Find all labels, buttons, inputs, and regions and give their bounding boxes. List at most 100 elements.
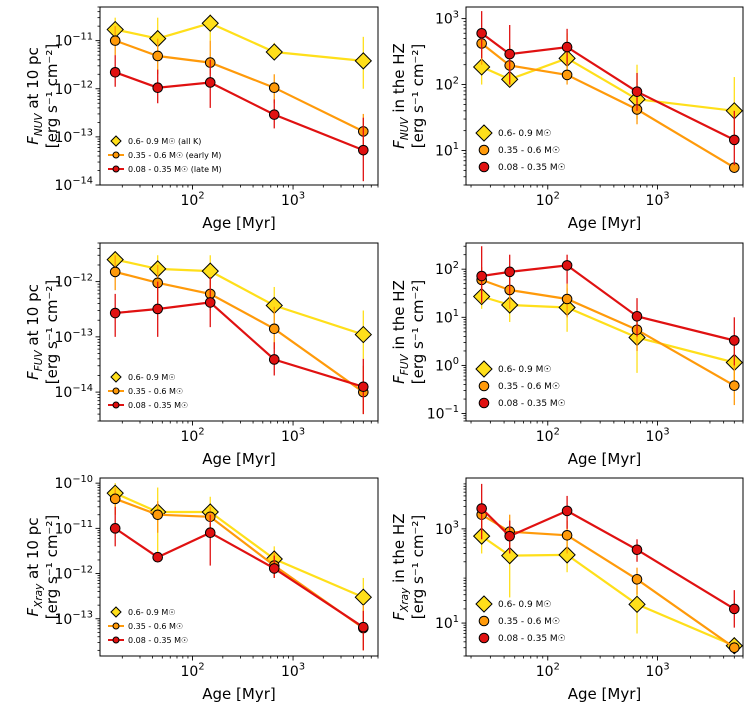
legend-item: 0.35 - 0.6 M☉ (478, 380, 560, 392)
data-point-circle (631, 544, 643, 556)
legend-marker-circle (112, 387, 120, 395)
legend-item: 0.6- 0.9 M☉ (110, 371, 176, 383)
data-point-diamond (472, 58, 491, 76)
y-tick-label: 101 (435, 308, 459, 326)
data-point-circle (358, 381, 369, 393)
x-tick-label: 102 (536, 662, 560, 680)
plot-frame (99, 477, 379, 657)
data-point-circle (631, 86, 643, 97)
y-axis: 101 103 (435, 483, 466, 657)
x-tick-label: 102 (536, 191, 560, 209)
legend-marker-circle (478, 632, 490, 644)
data-point-circle (729, 134, 740, 146)
y-tick-label: 10−14 (54, 176, 93, 194)
legend-label: 0.08 - 0.35 M☉ (498, 399, 566, 409)
y-tick-label: 10−14 (54, 383, 93, 401)
data-point-circle (152, 303, 163, 315)
y-tick-label: 10−1 (427, 404, 459, 422)
x-tick-label: 103 (646, 191, 670, 209)
data-point-circle (729, 603, 740, 615)
legend: 0.6- 0.9 M☉ (all K) 0.35 - 0.6 M☉ (early … (108, 135, 222, 174)
data-point-circle (729, 380, 740, 391)
x-axis: 102 103 (470, 656, 744, 680)
data-point-circle (268, 109, 280, 120)
data-point-circle (561, 260, 573, 271)
legend-marker-circle (478, 380, 490, 392)
data-point-diamond (500, 546, 519, 565)
y-tick-label: 10−12 (54, 79, 93, 97)
data-point-circle (561, 293, 573, 305)
data-point-diamond (354, 52, 373, 70)
data-point-circle (631, 310, 643, 322)
data-point-circle (358, 144, 369, 156)
x-axis-label: Age [Myr] (202, 450, 275, 468)
data-point-circle (109, 66, 121, 78)
plot-frame (99, 6, 379, 186)
legend-item: 0.6- 0.9 M☉ (475, 595, 551, 613)
panel-fuv-10pc: 102 103 10−14 10−13 10−12 Age [Myr] FFUV at 10… (24, 242, 379, 468)
x-axis: 102 103 (470, 185, 744, 209)
y-axis-label: FNUV in the HZ (390, 43, 411, 149)
legend-item: 0.08 - 0.35 M☉ (478, 632, 566, 644)
plot-area (466, 7, 743, 185)
legend-marker-circle (112, 401, 120, 409)
legend-label: 0.08 - 0.35 M☉ (498, 163, 566, 173)
y-tick-label: 10−13 (54, 609, 93, 627)
plot-area (466, 478, 743, 656)
series-2 (476, 11, 740, 166)
data-point-circle (504, 48, 515, 60)
data-point-circle (152, 82, 163, 94)
data-point-diamond (628, 595, 646, 614)
y-axis-label: FFUV in the HZ (390, 280, 411, 384)
legend-item: 0.6- 0.9 M☉ (475, 124, 551, 142)
legend-item: 0.35 - 0.6 M☉ (478, 615, 560, 627)
plot-frame (99, 242, 379, 422)
data-point-circle (561, 529, 573, 541)
y-axis: 10−1 100 101 102 (427, 245, 466, 423)
x-tick-label: 103 (281, 191, 305, 209)
data-point-diamond (354, 325, 373, 344)
legend-label: 0.08 - 0.35 M☉ (498, 634, 566, 644)
legend-marker-circle (478, 397, 490, 409)
legend-label: 0.6- 0.9 M☉ (all K) (128, 137, 201, 146)
legend-marker-circle (112, 165, 120, 173)
y-tick-label: 10−13 (54, 328, 93, 346)
y-tick-label: 10−12 (54, 272, 93, 290)
data-point-circle (561, 69, 573, 81)
legend-item: 0.6- 0.9 M☉ (110, 606, 176, 618)
legend-label: 0.6- 0.9 M☉ (498, 600, 551, 610)
x-axis: 102 103 (121, 185, 379, 209)
legend: 0.6- 0.9 M☉ 0.35 - 0.6 M☉ 0.08 - 0.35 M☉ (108, 371, 188, 410)
legend: 0.6- 0.9 M☉ 0.35 - 0.6 M☉ 0.08 - 0.35 M☉ (475, 124, 566, 173)
legend-marker-diamond (110, 135, 122, 147)
legend-marker-diamond (475, 360, 493, 378)
series-2 (109, 506, 369, 651)
legend-label: 0.35 - 0.6 M☉ (128, 622, 183, 631)
data-point-circle (631, 573, 643, 585)
x-axis-label: Age [Myr] (202, 685, 275, 703)
y-axis-unit-label: [erg s⁻¹ cm⁻²] (409, 280, 427, 384)
y-axis-label: FXray at 10 pc (24, 517, 45, 616)
y-axis-unit-label: [erg s⁻¹ cm⁻²] (43, 515, 61, 619)
legend-label: 0.35 - 0.6 M☉ (498, 146, 560, 156)
legend-marker-diamond (110, 371, 122, 383)
panel-nuv-10pc: 102 103 10−14 10−13 10−12 10−11 Age [Myr] FNUV … (24, 6, 379, 232)
y-tick-label: 10−10 (54, 474, 93, 492)
data-point-diamond (265, 43, 283, 61)
legend-label: 0.6- 0.9 M☉ (498, 129, 551, 139)
data-point-circle (152, 551, 163, 563)
data-point-circle (204, 77, 216, 88)
data-point-circle (476, 270, 487, 282)
y-tick-label: 101 (435, 141, 459, 159)
legend-marker-circle (112, 622, 120, 630)
legend-marker-circle (112, 636, 120, 644)
y-axis-unit-label: [erg s⁻¹ cm⁻²] (43, 280, 61, 384)
series-2 (476, 483, 740, 628)
legend-marker-circle (112, 151, 120, 159)
y-tick-label: 102 (435, 260, 459, 278)
data-point-circle (268, 563, 280, 574)
y-axis-unit-label: [erg s⁻¹ cm⁻²] (43, 44, 61, 148)
y-tick-label: 10−11 (54, 31, 93, 49)
y-axis: 10−14 10−13 10−12 10−11 (54, 6, 100, 194)
legend-label: 0.35 - 0.6 M☉ (498, 617, 560, 627)
